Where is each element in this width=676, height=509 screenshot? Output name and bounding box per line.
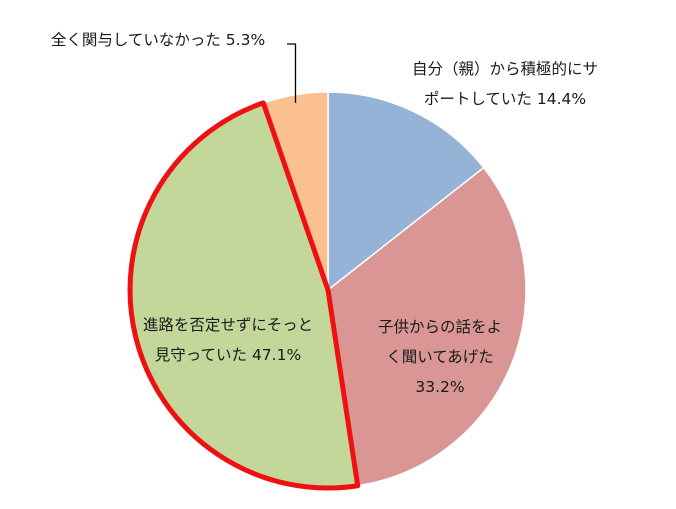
slice-label-2-line-2: く聞いてあげた [386,348,494,366]
slice-label-1-line-2: ポートしていた 14.4% [424,90,586,108]
highlight-outline [127,100,361,491]
slice-label-4-line-1: 全く関与していなかった 5.3% [51,31,265,49]
slice-label-1-line-1: 自分（親）から積極的にサ [412,60,598,78]
slice-label-3-line-2: 見守っていた 47.1% [155,346,301,364]
slice-label-2-line-1: 子供からの話をよ [378,318,502,336]
pie-slices [129,91,527,489]
pie-slice-2 [327,166,527,487]
slice-label-2-line-3: 33.2% [415,378,464,396]
slice-label-3-line-1: 進路を否定せずにそっと [143,316,313,334]
pie-slice-1 [327,91,485,292]
leader-line-slice-4 [287,43,297,103]
